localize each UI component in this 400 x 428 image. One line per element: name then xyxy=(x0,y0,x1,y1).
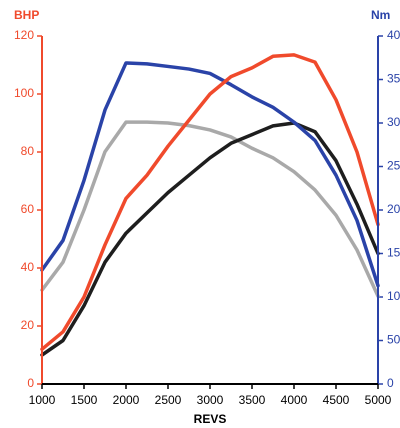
x-tick-label: 3000 xyxy=(197,393,224,407)
y-tick-label: 20 xyxy=(21,318,35,332)
y-axis-label: BHP xyxy=(14,8,39,22)
x-tick-label: 4000 xyxy=(281,393,308,407)
y2-tick-label: 250 xyxy=(387,159,400,173)
y2-tick-label: 200 xyxy=(387,202,400,216)
y2-tick-label: 350 xyxy=(387,72,400,86)
y2-axis-label: Nm xyxy=(371,8,390,22)
y2-tick-label: 0 xyxy=(387,376,394,390)
y2-tick-label: 400 xyxy=(387,28,400,42)
y-tick-label: 40 xyxy=(21,260,35,274)
y2-tick-label: 150 xyxy=(387,246,400,260)
y-tick-label: 80 xyxy=(21,144,35,158)
y-tick-label: 60 xyxy=(21,202,35,216)
line-series xyxy=(40,53,380,351)
x-tick-label: 3500 xyxy=(239,393,266,407)
line-series xyxy=(40,61,380,288)
x-tick-label: 4500 xyxy=(323,393,350,407)
line-series xyxy=(40,121,380,357)
x-tick-label: 1000 xyxy=(29,393,56,407)
x-axis-label: REVS xyxy=(194,412,227,426)
y2-tick-label: 100 xyxy=(387,289,400,303)
y2-tick-label: 300 xyxy=(387,115,400,129)
x-tick-label: 2500 xyxy=(155,393,182,407)
line-series xyxy=(40,120,380,298)
y-tick-label: 120 xyxy=(14,28,34,42)
x-tick-label: 2000 xyxy=(113,393,140,407)
x-tick-label: 1500 xyxy=(71,393,98,407)
y-tick-label: 100 xyxy=(14,86,34,100)
y2-tick-label: 50 xyxy=(387,333,400,347)
x-tick-label: 5000 xyxy=(365,393,392,407)
y-tick-label: 0 xyxy=(27,376,34,390)
